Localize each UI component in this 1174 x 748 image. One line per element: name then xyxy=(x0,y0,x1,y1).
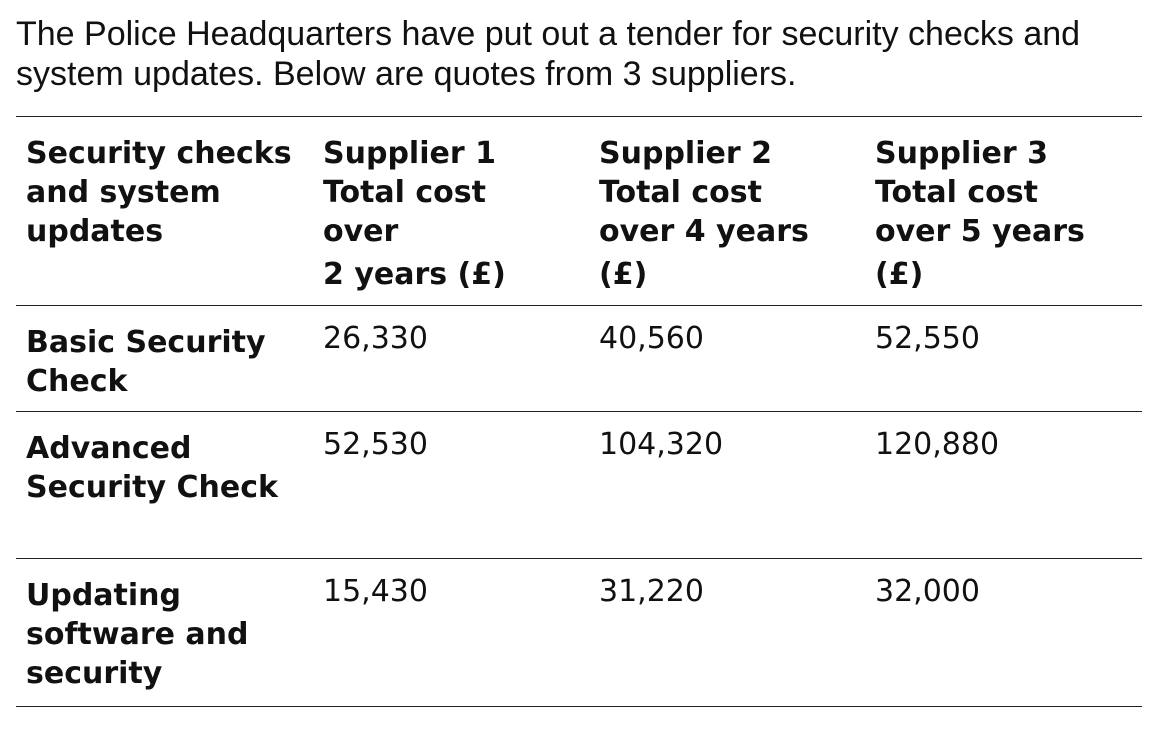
cost-cell: 120,880 xyxy=(875,427,1000,462)
header-line: over 5 years xyxy=(875,214,1085,249)
header-line: Security checks xyxy=(26,136,292,171)
row-label-line: Updating xyxy=(26,578,182,613)
cost-cell: 32,000 xyxy=(875,574,980,609)
row-label: Basic Security Check xyxy=(16,306,313,412)
header-line: 2 years (£) xyxy=(323,257,506,292)
header-line: Total cost xyxy=(875,175,1038,210)
row-label: Updating software and security xyxy=(16,559,313,707)
row-label-line: Advanced xyxy=(26,431,192,466)
cost-cell: 26,330 xyxy=(323,321,428,356)
row-label-line: security xyxy=(26,656,163,691)
header-line: Total cost xyxy=(599,175,762,210)
header-line: updates xyxy=(26,214,164,249)
header-line: Total cost xyxy=(323,175,486,210)
header-service: Security checks and system updates xyxy=(16,117,313,306)
row-label-line: Security Check xyxy=(26,470,278,505)
row-label-line: Check xyxy=(26,364,128,399)
cost-cell: 31,220 xyxy=(599,574,704,609)
intro-text: The Police Headquarters have put out a t… xyxy=(16,14,1166,94)
row-label-line: Basic Security xyxy=(26,325,266,360)
table-row: Updating software and security 15,430 31… xyxy=(16,558,1142,707)
table-row: Advanced Security Check 52,530 104,320 1… xyxy=(16,411,1142,559)
header-line: and system xyxy=(26,175,221,210)
cost-cell: 52,550 xyxy=(875,321,980,356)
header-line: (£) xyxy=(875,257,924,292)
table-header-row: Security checks and system updates Suppl… xyxy=(16,116,1142,306)
header-line: (£) xyxy=(599,257,648,292)
header-line: Supplier 2 xyxy=(599,136,772,171)
header-supplier-3: Supplier 3 Total cost over 5 years (£) xyxy=(865,117,1142,306)
cost-cell: 52,530 xyxy=(323,427,428,462)
intro-line-1: The Police Headquarters have put out a t… xyxy=(16,15,1081,53)
header-line: Supplier 3 xyxy=(875,136,1048,171)
table-row: Basic Security Check 26,330 40,560 52,55… xyxy=(16,305,1142,412)
header-line: Supplier 1 xyxy=(323,136,496,171)
intro-line-2: system updates. Below are quotes from 3 … xyxy=(16,55,797,93)
header-supplier-1: Supplier 1 Total cost over 2 years (£) xyxy=(313,117,589,306)
cost-cell: 15,430 xyxy=(323,574,428,609)
header-supplier-2: Supplier 2 Total cost over 4 years (£) xyxy=(589,117,865,306)
cost-cell: 40,560 xyxy=(599,321,704,356)
row-label: Advanced Security Check xyxy=(16,412,313,559)
cost-cell: 104,320 xyxy=(599,427,724,462)
row-label-line: software and xyxy=(26,617,249,652)
supplier-quotes-table: Security checks and system updates Suppl… xyxy=(16,116,1142,707)
header-line: over xyxy=(323,214,399,249)
header-line: over 4 years xyxy=(599,214,809,249)
